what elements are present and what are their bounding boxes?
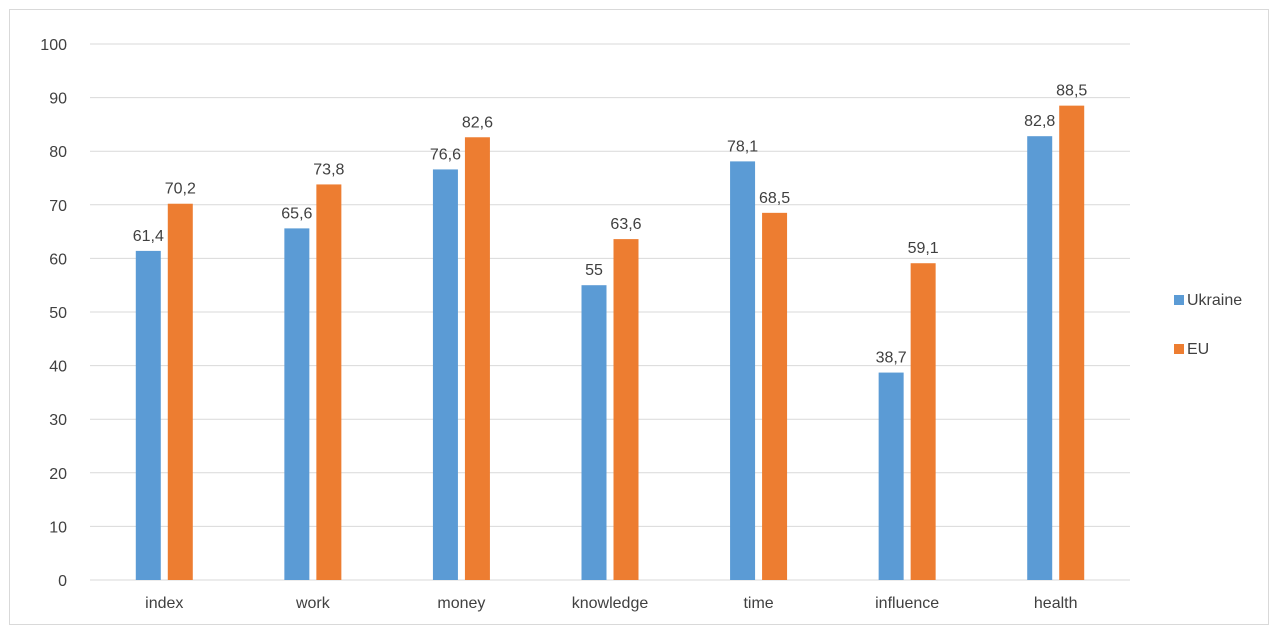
y-tick-label: 20 bbox=[49, 466, 67, 483]
bar-eu-index bbox=[167, 203, 193, 580]
data-label-ukraine-knowledge: 55 bbox=[585, 262, 603, 279]
x-tick-label-money: money bbox=[437, 595, 485, 612]
x-tick-label-time: time bbox=[743, 595, 773, 612]
data-label-eu-work: 73,8 bbox=[313, 161, 344, 178]
legend-label-ukraine: Ukraine bbox=[1187, 292, 1242, 309]
x-tick-label-influence: influence bbox=[875, 595, 939, 612]
y-axis-ticks: 0 10 20 30 40 50 60 70 80 90 100 bbox=[40, 37, 67, 590]
bar-eu-time bbox=[762, 212, 788, 580]
data-label-ukraine-health: 82,8 bbox=[1024, 113, 1055, 130]
y-tick-label: 90 bbox=[49, 91, 67, 108]
y-tick-label: 60 bbox=[49, 251, 67, 268]
y-tick-label: 100 bbox=[40, 37, 67, 54]
bar-eu-health bbox=[1059, 105, 1085, 580]
y-tick-label: 0 bbox=[58, 573, 67, 590]
legend-swatch-ukraine bbox=[1174, 295, 1184, 305]
chart-frame: 0 10 20 30 40 50 60 70 80 90 100 61,4 70,2 65,6 73,8 7… bbox=[9, 9, 1269, 625]
bar-ukraine-money bbox=[432, 169, 458, 580]
data-label-eu-time: 68,5 bbox=[759, 190, 790, 207]
data-label-eu-knowledge: 63,6 bbox=[610, 216, 641, 233]
data-label-eu-index: 70,2 bbox=[165, 181, 196, 198]
data-label-ukraine-time: 78,1 bbox=[727, 138, 758, 155]
data-label-ukraine-index: 61,4 bbox=[133, 228, 164, 245]
y-tick-label: 70 bbox=[49, 198, 67, 215]
x-axis-ticks: index work money knowledge time influence heal… bbox=[145, 595, 1077, 612]
legend: Ukraine EU bbox=[1174, 292, 1242, 358]
y-tick-label: 10 bbox=[49, 519, 67, 536]
bar-ukraine-time bbox=[730, 161, 756, 580]
data-label-eu-health: 88,5 bbox=[1056, 83, 1087, 100]
x-tick-label-index: index bbox=[145, 595, 183, 612]
bar-eu-influence bbox=[910, 263, 936, 580]
y-tick-label: 40 bbox=[49, 359, 67, 376]
x-tick-label-health: health bbox=[1034, 595, 1078, 612]
bar-ukraine-health bbox=[1027, 136, 1053, 580]
bars bbox=[135, 105, 1085, 580]
data-label-ukraine-money: 76,6 bbox=[430, 146, 461, 163]
y-tick-label: 80 bbox=[49, 144, 67, 161]
gridlines bbox=[90, 43, 1130, 581]
bar-ukraine-index bbox=[135, 250, 161, 580]
x-tick-label-knowledge: knowledge bbox=[572, 595, 649, 612]
legend-swatch-eu bbox=[1174, 344, 1184, 354]
legend-label-eu: EU bbox=[1187, 341, 1209, 358]
y-tick-label: 30 bbox=[49, 412, 67, 429]
data-label-eu-money: 82,6 bbox=[462, 114, 493, 131]
data-label-ukraine-influence: 38,7 bbox=[876, 350, 907, 367]
bar-chart: 0 10 20 30 40 50 60 70 80 90 100 61,4 70,2 65,6 73,8 7… bbox=[40, 37, 1242, 612]
data-label-eu-influence: 59,1 bbox=[908, 240, 939, 257]
data-labels: 61,4 70,2 65,6 73,8 76,682,6 55 63,6 78,1 68,5 38… bbox=[133, 83, 1088, 367]
data-label-ukraine-work: 65,6 bbox=[281, 205, 312, 222]
bar-eu-knowledge bbox=[613, 239, 639, 580]
bar-eu-work bbox=[316, 184, 342, 580]
x-tick-label-work: work bbox=[295, 595, 331, 612]
bar-ukraine-knowledge bbox=[581, 285, 607, 580]
bar-eu-money bbox=[464, 137, 490, 580]
y-tick-label: 50 bbox=[49, 305, 67, 322]
bar-ukraine-influence bbox=[878, 372, 904, 580]
bar-ukraine-work bbox=[284, 228, 310, 580]
